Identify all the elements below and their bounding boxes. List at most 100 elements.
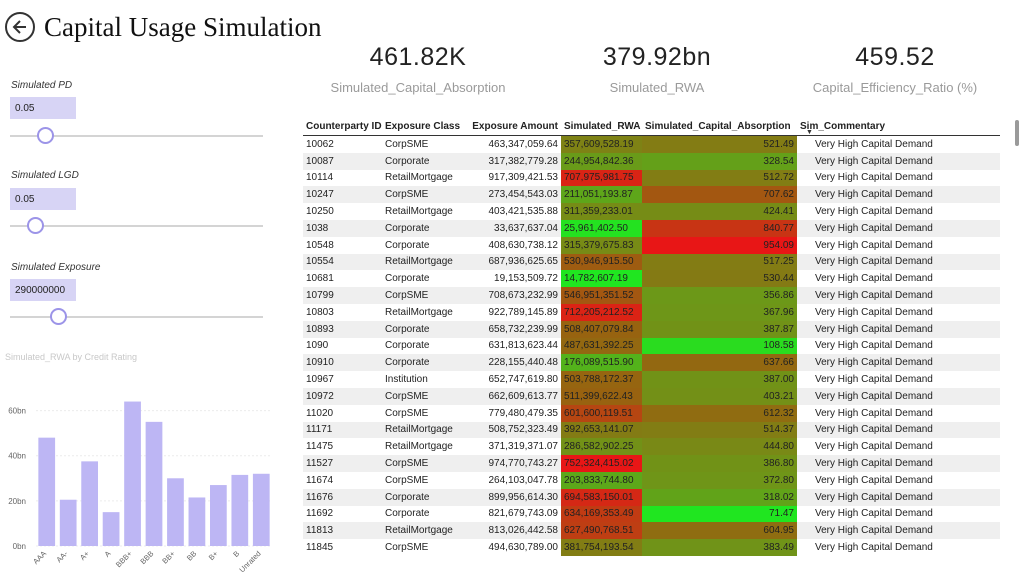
- table-cell: Very High Capital Demand: [797, 152, 1000, 170]
- column-header[interactable]: Exposure Amount: [465, 118, 561, 136]
- column-header[interactable]: Counterparty ID: [303, 118, 382, 136]
- y-tick-label: 0bn: [13, 542, 26, 551]
- y-tick-label: 20bn: [8, 497, 26, 506]
- back-button[interactable]: [5, 12, 35, 42]
- table-row[interactable]: 10893 Corporate 658,732,239.99 508,407,079.…: [303, 320, 1000, 338]
- table-cell: 328.54: [642, 152, 797, 170]
- bar-aaa[interactable]: [38, 437, 56, 546]
- table-cell: 10803: [303, 303, 382, 321]
- table-row[interactable]: 10062 CorpSME 463,347,059.64 357,609,528.19…: [303, 135, 1000, 153]
- table-cell: 11674: [303, 471, 382, 489]
- table-row[interactable]: 11845 CorpSME 494,630,789.00 381,754,193.54…: [303, 539, 1000, 556]
- exposure-slider-thumb[interactable]: [50, 308, 68, 325]
- table-cell: 604.95: [642, 522, 797, 540]
- table-cell: Corporate: [382, 236, 465, 254]
- table-cell: Very High Capital Demand: [797, 438, 1000, 456]
- bar-aa-minus[interactable]: [59, 499, 77, 546]
- pd-input[interactable]: [10, 97, 76, 119]
- table-row[interactable]: 10910 Corporate 228,155,440.48 176,089,515.…: [303, 354, 1000, 372]
- table-cell: 601,600,119.51: [561, 404, 642, 422]
- table-cell: 658,732,239.99: [465, 320, 561, 338]
- table-row[interactable]: 11674 CorpSME 264,103,047.78 203,833,744.80…: [303, 471, 1000, 489]
- bar-bbb-minusplus[interactable]: [124, 401, 141, 546]
- table-cell: 381,754,193.54: [561, 539, 642, 556]
- lgd-slider-track[interactable]: [10, 225, 263, 227]
- table-row[interactable]: 10087 Corporate 317,382,779.28 244,954,842.…: [303, 152, 1000, 170]
- column-header[interactable]: Exposure Class: [382, 118, 465, 136]
- lgd-input[interactable]: [10, 188, 76, 210]
- pd-slider-track[interactable]: [10, 135, 263, 137]
- table-cell: 779,480,479.35: [465, 404, 561, 422]
- sort-desc-icon[interactable]: ▼: [806, 129, 813, 136]
- pd-slider-thumb[interactable]: [37, 127, 55, 144]
- table-row[interactable]: 10681 Corporate 19,153,509.72 14,782,607.19…: [303, 270, 1000, 288]
- table-row[interactable]: 11475 RetailMortgage 371,319,371.07 286,582…: [303, 438, 1000, 456]
- table-cell: 634,169,353.49: [561, 505, 642, 523]
- table-cell: 10548: [303, 236, 382, 254]
- kpi-label: Simulated_Capital_Absorption: [330, 80, 506, 95]
- table-row[interactable]: 10250 RetailMortgage 403,421,535.88 311,359…: [303, 203, 1000, 220]
- table-cell: 11692: [303, 505, 382, 523]
- table-row[interactable]: 10114 RetailMortgage 917,309,421.53 707,975…: [303, 169, 1000, 187]
- table-cell: 546,951,351.52: [561, 287, 642, 304]
- table-cell: 917,309,421.53: [465, 169, 561, 187]
- table-cell: 33,637,637.04: [465, 219, 561, 237]
- bar-b-minusplus[interactable]: [209, 485, 227, 546]
- table-cell: 10114: [303, 169, 382, 187]
- bar-bb-minusplus[interactable]: [167, 478, 184, 546]
- bar-a[interactable]: [102, 512, 120, 546]
- table-cell: Corporate: [382, 505, 465, 523]
- table-row[interactable]: 11692 Corporate 821,679,743.09 634,169,353.…: [303, 505, 1000, 523]
- exposure-input[interactable]: [10, 279, 76, 301]
- bar-bb[interactable]: [188, 497, 206, 546]
- column-header[interactable]: Simulated_RWA: [561, 118, 642, 136]
- table-cell: 10893: [303, 320, 382, 338]
- table-cell: Very High Capital Demand: [797, 404, 1000, 422]
- table-cell: 19,153,509.72: [465, 270, 561, 288]
- table-cell: Very High Capital Demand: [797, 236, 1000, 254]
- table-cell: Very High Capital Demand: [797, 320, 1000, 338]
- table-row[interactable]: 10799 CorpSME 708,673,232.99 546,951,351.52…: [303, 287, 1000, 304]
- table-row[interactable]: 10548 Corporate 408,630,738.12 315,379,675.…: [303, 236, 1000, 254]
- table-row[interactable]: 11020 CorpSME 779,480,479.35 601,600,119.51…: [303, 404, 1000, 422]
- table-cell: 687,936,625.65: [465, 253, 561, 271]
- table-cell: 372.80: [642, 471, 797, 489]
- table-body: 10062 CorpSME 463,347,059.64 357,609,528.19…: [303, 135, 1000, 556]
- table-row[interactable]: 10247 CorpSME 273,454,543.03 211,051,193.87…: [303, 186, 1000, 204]
- table-cell: 694,583,150.01: [561, 488, 642, 506]
- table-row[interactable]: 1038 Corporate 33,637,637.04 25,961,402.50 8…: [303, 219, 1000, 237]
- bar-unrated[interactable]: [252, 473, 270, 546]
- table-row[interactable]: 10967 Institution 652,747,619.80 503,788,17…: [303, 371, 1000, 388]
- bar-b[interactable]: [231, 474, 249, 546]
- table-cell: 317,382,779.28: [465, 152, 561, 170]
- bar-a-minusplus[interactable]: [81, 461, 99, 546]
- table-cell: 652,747,619.80: [465, 371, 561, 388]
- table-row[interactable]: 11171 RetailMortgage 508,752,323.49 392,653…: [303, 421, 1000, 439]
- counterparty-table: Counterparty ID Exposure Class Exposure Am…: [303, 118, 1000, 564]
- table-row[interactable]: 11527 CorpSME 974,770,743.27 752,324,415.02…: [303, 455, 1000, 472]
- table-row[interactable]: 11676 Corporate 899,956,614.30 694,583,150.…: [303, 488, 1000, 506]
- table-row[interactable]: 11813 RetailMortgage 813,026,442.58 627,490…: [303, 522, 1000, 540]
- table-cell: 403,421,535.88: [465, 203, 561, 220]
- table-cell: Very High Capital Demand: [797, 203, 1000, 220]
- x-tick-label: BB: [185, 549, 198, 562]
- slicer-label-exposure: Simulated Exposure: [11, 262, 101, 273]
- column-header[interactable]: Sim_Commentary: [797, 118, 1000, 136]
- table-row[interactable]: 10554 RetailMortgage 687,936,625.65 530,946…: [303, 253, 1000, 271]
- table-scrollbar[interactable]: [1015, 120, 1019, 146]
- table-row[interactable]: 10803 RetailMortgage 922,789,145.89 712,205…: [303, 303, 1000, 321]
- page-title: Capital Usage Simulation: [44, 12, 322, 42]
- table-row[interactable]: 1090 Corporate 631,813,623.44 487,631,392.2…: [303, 337, 1000, 355]
- kpi-value: 459.52: [855, 43, 935, 71]
- table-cell: Corporate: [382, 219, 465, 237]
- table-cell: 228,155,440.48: [465, 354, 561, 372]
- table-cell: 508,407,079.84: [561, 320, 642, 338]
- table-cell: 503,788,172.37: [561, 371, 642, 388]
- table-cell: RetailMortgage: [382, 522, 465, 540]
- bar-bbb[interactable]: [145, 421, 163, 546]
- table-row[interactable]: 10972 CorpSME 662,609,613.77 511,399,622.43…: [303, 387, 1000, 405]
- exposure-slider-track[interactable]: [10, 316, 263, 318]
- lgd-slider-thumb[interactable]: [27, 217, 45, 234]
- table-cell: 367.96: [642, 303, 797, 321]
- column-header[interactable]: Simulated_Capital_Absorption: [642, 118, 797, 136]
